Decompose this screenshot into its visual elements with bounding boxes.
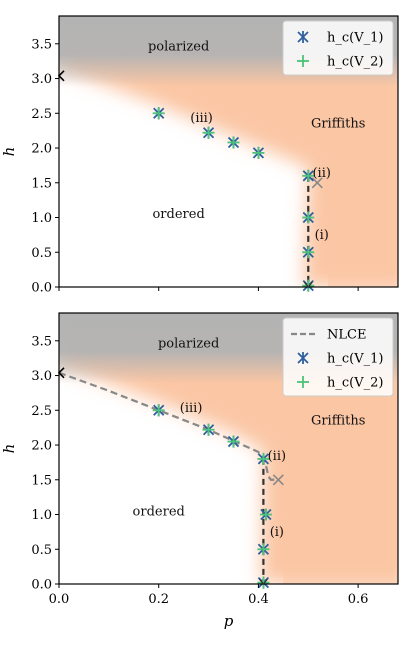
y-tick-label: 0.5 (31, 543, 52, 558)
y-tick-label: 3.5 (31, 334, 52, 349)
y-tick-label: 0.0 (31, 578, 52, 593)
region-label-griffiths: Griffiths (311, 117, 365, 132)
marker-hc-v2 (202, 423, 215, 436)
legend-v1-swatch (297, 352, 309, 364)
legend-entry-label: h_c(V_2) (327, 376, 383, 391)
critical-point-marker (57, 70, 65, 82)
boundary-axis-marker (258, 578, 268, 586)
annotation-label: (i) (270, 525, 284, 540)
x-axis-label: p (224, 612, 234, 630)
legend-v1-swatch (297, 31, 309, 43)
marker-hc-v2 (259, 508, 272, 521)
annotation-label: (ii) (312, 166, 330, 181)
marker-hc-v2 (152, 404, 165, 417)
annotation-label: (iii) (180, 401, 203, 416)
marker-hc-v2 (257, 543, 270, 556)
marker-hc-v2 (202, 126, 215, 139)
boundary-axis-marker (303, 281, 313, 289)
y-tick-label: 0.0 (31, 281, 52, 296)
outlier-marker (272, 474, 284, 486)
y-tick-label: 3.0 (31, 72, 52, 87)
annotation-label: (i) (315, 228, 329, 243)
y-tick-label: 1.5 (31, 473, 52, 488)
x-tick-label: 0.4 (248, 592, 269, 607)
annotation-label: (ii) (268, 449, 286, 464)
marker-hc-v2 (302, 169, 315, 182)
outlier-marker (311, 177, 323, 189)
marker-hc-v2 (227, 435, 240, 448)
marker-hc-v2 (302, 246, 315, 259)
critical-point-marker (57, 367, 65, 379)
annotation-label: (iii) (190, 111, 213, 126)
region-label-ordered: ordered (152, 207, 204, 222)
y-tick-label: 2.5 (31, 404, 52, 419)
legend-entry-label: h_c(V_1) (327, 31, 383, 46)
marker-hc-v2 (227, 136, 240, 149)
top-panel: polarized ordered Griffiths (i) (ii) (iii) 0.0… (0, 15, 399, 296)
x-tick-label: 0.0 (49, 592, 70, 607)
region-label-ordered: ordered (133, 505, 185, 520)
y-tick-label: 1.0 (31, 211, 52, 226)
y-tick-label: 0.5 (31, 246, 52, 261)
axes-frame (58, 15, 399, 288)
legend-entry-label: h_c(V_1) (327, 352, 383, 367)
region-label-griffiths: Griffiths (311, 414, 365, 429)
marker-hc-v2 (302, 279, 315, 292)
marker-hc-v2 (152, 107, 165, 120)
y-tick-label: 2.0 (31, 142, 52, 157)
y-tick-label: 1.0 (31, 508, 52, 523)
marker-hc-v2 (257, 576, 270, 589)
bottom-panel: polarized ordered Griffiths (i) (ii) (iii) 0.0… (0, 312, 399, 630)
nlce-curve (58, 371, 279, 481)
x-tick-label: 0.2 (148, 592, 169, 607)
axes-frame (58, 312, 399, 585)
x-tick-label: 0.6 (348, 592, 369, 607)
region-label-polarized: polarized (148, 40, 209, 55)
y-tick-label: 2.0 (31, 439, 52, 454)
legend-v2-swatch (297, 55, 309, 67)
region-label-polarized: polarized (158, 337, 219, 352)
y-tick-label: 1.5 (31, 176, 52, 191)
legend-entry-label: NLCE (327, 328, 366, 343)
legend: NLCE h_c(V_1) h_c(V_2) (282, 317, 394, 397)
y-axis-label: h (0, 147, 18, 157)
legend: h_c(V_1) h_c(V_2) (282, 20, 394, 76)
y-tick-label: 3.0 (31, 369, 52, 384)
marker-hc-v2 (252, 146, 265, 159)
y-axis-label: h (0, 444, 18, 454)
y-tick-label: 2.5 (31, 107, 52, 122)
marker-hc-v2 (257, 452, 270, 465)
legend-v2-swatch (297, 376, 309, 388)
marker-hc-v2 (302, 211, 315, 224)
y-tick-label: 3.5 (31, 37, 52, 52)
legend-entry-label: h_c(V_2) (327, 55, 383, 70)
